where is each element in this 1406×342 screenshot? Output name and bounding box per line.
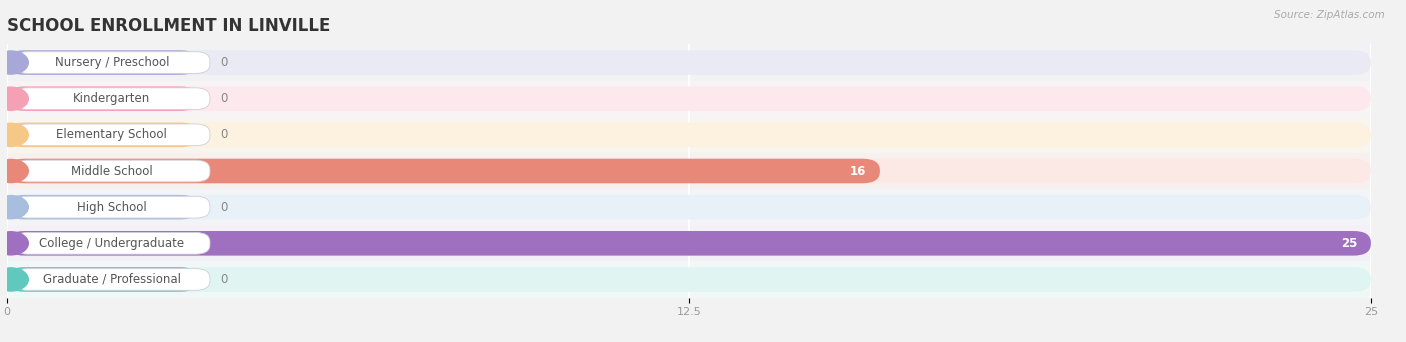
Text: 16: 16 bbox=[849, 165, 866, 177]
FancyBboxPatch shape bbox=[7, 50, 198, 75]
FancyBboxPatch shape bbox=[7, 122, 198, 147]
FancyBboxPatch shape bbox=[14, 124, 209, 146]
FancyBboxPatch shape bbox=[7, 87, 1371, 111]
FancyBboxPatch shape bbox=[14, 88, 209, 109]
Text: 0: 0 bbox=[219, 128, 228, 141]
Circle shape bbox=[0, 159, 28, 183]
FancyBboxPatch shape bbox=[7, 195, 198, 220]
Text: College / Undergraduate: College / Undergraduate bbox=[39, 237, 184, 250]
FancyBboxPatch shape bbox=[7, 50, 1371, 75]
Text: SCHOOL ENROLLMENT IN LINVILLE: SCHOOL ENROLLMENT IN LINVILLE bbox=[7, 16, 330, 35]
FancyBboxPatch shape bbox=[7, 267, 1371, 292]
Text: Nursery / Preschool: Nursery / Preschool bbox=[55, 56, 169, 69]
Bar bbox=[7, 44, 1371, 81]
Circle shape bbox=[0, 232, 28, 255]
Text: 0: 0 bbox=[219, 273, 228, 286]
FancyBboxPatch shape bbox=[7, 122, 1371, 147]
FancyBboxPatch shape bbox=[7, 231, 1371, 255]
Text: Source: ZipAtlas.com: Source: ZipAtlas.com bbox=[1274, 10, 1385, 20]
Text: 25: 25 bbox=[1341, 237, 1357, 250]
FancyBboxPatch shape bbox=[14, 196, 209, 218]
Circle shape bbox=[0, 196, 28, 219]
FancyBboxPatch shape bbox=[7, 195, 1371, 220]
Bar bbox=[7, 81, 1371, 117]
FancyBboxPatch shape bbox=[7, 159, 1371, 183]
Bar bbox=[7, 261, 1371, 298]
Bar bbox=[7, 225, 1371, 261]
Text: 0: 0 bbox=[219, 92, 228, 105]
Circle shape bbox=[0, 268, 28, 291]
FancyBboxPatch shape bbox=[14, 268, 209, 290]
FancyBboxPatch shape bbox=[14, 52, 209, 74]
Bar bbox=[7, 153, 1371, 189]
Text: High School: High School bbox=[77, 201, 146, 214]
FancyBboxPatch shape bbox=[7, 87, 198, 111]
FancyBboxPatch shape bbox=[7, 159, 880, 183]
FancyBboxPatch shape bbox=[14, 233, 209, 254]
Circle shape bbox=[0, 87, 28, 110]
FancyBboxPatch shape bbox=[7, 231, 1371, 255]
Circle shape bbox=[0, 51, 28, 74]
FancyBboxPatch shape bbox=[7, 267, 198, 292]
FancyBboxPatch shape bbox=[14, 160, 209, 182]
Text: 0: 0 bbox=[219, 56, 228, 69]
Circle shape bbox=[0, 123, 28, 146]
Bar bbox=[7, 189, 1371, 225]
Text: Elementary School: Elementary School bbox=[56, 128, 167, 141]
Text: Middle School: Middle School bbox=[70, 165, 153, 177]
Text: 0: 0 bbox=[219, 201, 228, 214]
Bar bbox=[7, 117, 1371, 153]
Text: Kindergarten: Kindergarten bbox=[73, 92, 150, 105]
Text: Graduate / Professional: Graduate / Professional bbox=[42, 273, 181, 286]
